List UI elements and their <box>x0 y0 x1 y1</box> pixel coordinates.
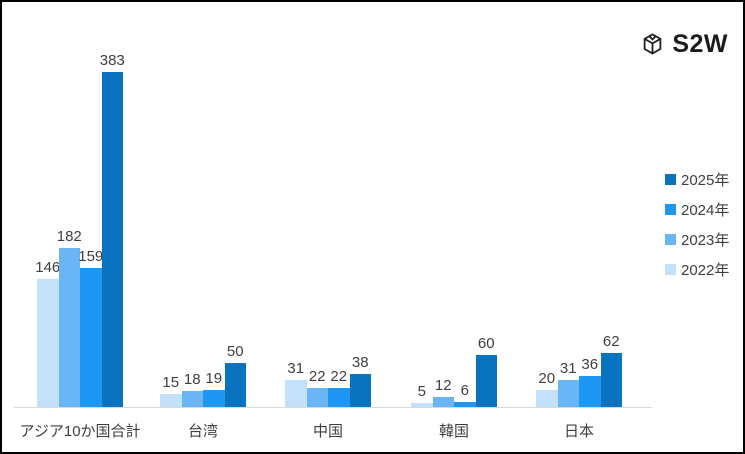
bar-value-label: 6 <box>460 381 469 399</box>
legend-item: 2023年 <box>665 230 729 249</box>
bar <box>432 396 454 407</box>
bar <box>306 387 328 407</box>
bar <box>411 402 433 407</box>
legend-item: 2022年 <box>665 260 729 279</box>
bar <box>285 379 307 407</box>
s2w-logo: S2W <box>639 30 728 59</box>
x-axis-line <box>14 407 652 408</box>
bar <box>328 387 350 407</box>
legend-swatch <box>665 204 676 215</box>
bar-value-label: 159 <box>78 247 104 265</box>
legend-label: 2025年 <box>681 172 730 189</box>
bar <box>203 390 225 407</box>
bar <box>80 267 102 407</box>
bar-value-label: 182 <box>56 227 82 245</box>
bar <box>600 352 622 407</box>
legend-swatch <box>665 174 676 185</box>
legend-item: 2025年 <box>665 170 729 189</box>
bar <box>58 247 80 407</box>
category-label: 日本 <box>563 423 595 440</box>
bar-value-label: 31 <box>287 359 305 377</box>
bar <box>579 375 601 407</box>
bar-value-label: 31 <box>559 359 577 377</box>
bar-value-label: 20 <box>538 369 556 387</box>
bar-value-label: 62 <box>602 332 620 350</box>
bar-value-label: 18 <box>183 371 201 389</box>
bar <box>181 391 203 407</box>
bar <box>475 354 497 407</box>
legend-item: 2024年 <box>665 200 729 219</box>
bar <box>224 363 246 407</box>
bar-value-label: 22 <box>330 367 348 385</box>
bar-value-label: 5 <box>417 382 426 400</box>
legend: 2025年 2024年 2023年 2022年 <box>665 170 729 290</box>
logo-text: S2W <box>672 30 728 58</box>
category-label: 韓国 <box>438 423 470 440</box>
bar-value-label: 146 <box>35 259 61 277</box>
bar-value-label: 60 <box>477 334 495 352</box>
legend-label: 2024年 <box>681 202 730 219</box>
bar <box>349 373 371 407</box>
bar-value-label: 50 <box>226 343 244 361</box>
bar-value-label: 12 <box>434 376 452 394</box>
bar <box>454 401 476 407</box>
bar-value-label: 36 <box>581 355 599 373</box>
cube-icon <box>639 31 666 58</box>
bar-value-label: 19 <box>205 370 223 388</box>
category-label: 中国 <box>312 423 344 440</box>
category-label: アジア10か国合計 <box>19 423 141 440</box>
bar-value-label: 22 <box>308 367 326 385</box>
bar <box>160 393 182 407</box>
legend-swatch <box>665 264 676 275</box>
bar-value-label: 383 <box>99 52 125 69</box>
category-label: 台湾 <box>187 423 219 440</box>
legend-swatch <box>665 234 676 245</box>
bar-value-label: 15 <box>162 373 180 391</box>
bar <box>101 72 123 407</box>
bar-value-label: 38 <box>351 353 369 371</box>
legend-label: 2023年 <box>681 232 730 249</box>
legend-label: 2022年 <box>681 262 730 279</box>
bar <box>536 389 558 407</box>
bar <box>37 279 59 407</box>
bar <box>557 379 579 407</box>
